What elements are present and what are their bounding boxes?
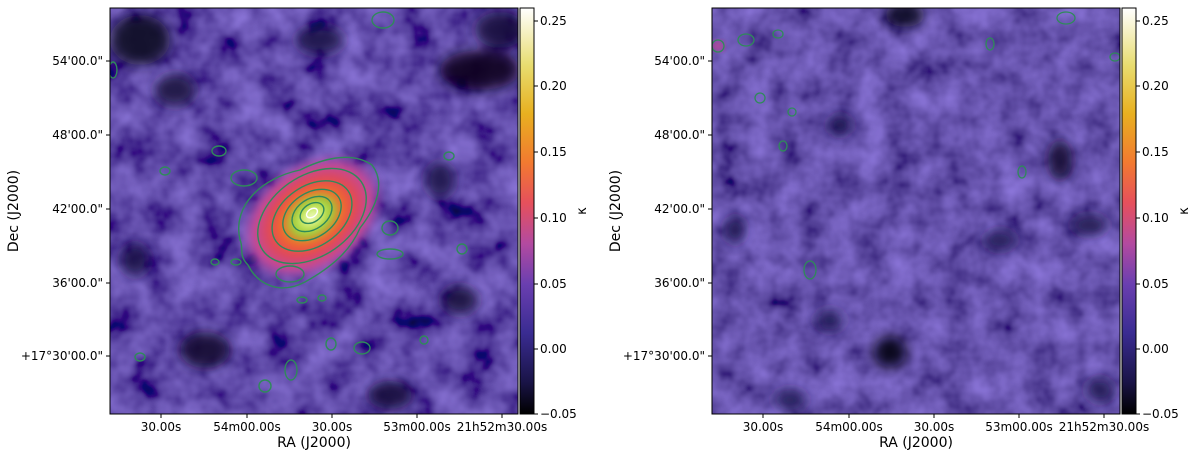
left-ytick-label: 48'00.0": [52, 128, 103, 142]
right-colorbar-tick: 0.05: [1142, 277, 1169, 291]
left-panel: 30.00s 54m00.00s 30.00s 53m00.00s 21h52m…: [6, 7, 590, 451]
right-xtick-marks: [762, 414, 1105, 418]
left-ytick-label: 42'00.0": [52, 202, 103, 216]
left-ytick-label: +17°30'00.0": [21, 349, 103, 363]
left-colorbar-tick: 0.05: [540, 277, 567, 291]
right-xtick-label: 53m00.00s: [985, 420, 1053, 434]
left-ytick-label: 36'00.0": [52, 276, 103, 290]
left-colorbar-tick: 0.00: [540, 342, 567, 356]
left-colorbar-tick: −0.05: [540, 407, 577, 421]
contour-lines: [110, 11, 468, 393]
right-xtick-label: 30.00s: [743, 420, 784, 434]
right-colorbar-tick: 0.10: [1142, 211, 1169, 225]
right-xtick-label: 30.00s: [914, 420, 955, 434]
left-colorbar-tick: 0.15: [540, 145, 567, 159]
right-colorbar: 0.25 0.20 0.15 0.10 0.05 0.00 −0.05 κ: [1121, 7, 1192, 421]
left-colorbar: 0.25 0.20 0.15 0.10 0.05 0.00 −0.05 κ: [519, 7, 590, 421]
right-colorbar-tick: 0.20: [1142, 79, 1169, 93]
left-colorbar-label: κ: [575, 207, 590, 215]
left-xtick-label: 30.00s: [312, 420, 353, 434]
left-ytick-marks: [106, 60, 110, 357]
right-panel: 30.00s 54m00.00s 30.00s 53m00.00s 21h52m…: [608, 7, 1192, 451]
left-xlabel: RA (J2000): [277, 435, 351, 451]
left-xtick-label: 54m00.00s: [213, 420, 281, 434]
contour-lines: [712, 11, 1120, 280]
left-xtick-marks: [160, 414, 503, 418]
left-xtick-label: 53m00.00s: [383, 420, 451, 434]
right-ytick-label: 36'00.0": [654, 276, 705, 290]
right-colorbar-label: κ: [1177, 207, 1192, 215]
left-plot-frame: [109, 7, 519, 415]
right-ytick-label: +17°30'00.0": [623, 349, 705, 363]
right-ylabel: Dec (J2000): [608, 170, 624, 252]
right-colorbar-tick: 0.15: [1142, 145, 1169, 159]
right-colorbar-tick: 0.00: [1142, 342, 1169, 356]
left-ytick-label: 54'00.0": [52, 54, 103, 68]
left-colorbar-tick: 0.20: [540, 79, 567, 93]
right-map-image: [712, 8, 1120, 414]
right-colorbar-tick: −0.05: [1142, 407, 1179, 421]
right-xlabel: RA (J2000): [879, 435, 953, 451]
left-colorbar-tick: 0.10: [540, 211, 567, 225]
right-colorbar-tick: 0.25: [1142, 14, 1169, 28]
right-plot-frame: [711, 7, 1121, 415]
right-ytick-label: 54'00.0": [654, 54, 705, 68]
right-ytick-label: 48'00.0": [654, 128, 705, 142]
left-xtick-label: 21h52m30.00s: [457, 420, 547, 434]
left-ylabel: Dec (J2000): [6, 170, 22, 252]
right-xtick-label: 21h52m30.00s: [1059, 420, 1149, 434]
left-xtick-label: 30.00s: [141, 420, 182, 434]
left-map-image: [110, 8, 518, 414]
right-ytick-marks: [708, 60, 712, 357]
right-xtick-label: 54m00.00s: [815, 420, 883, 434]
left-colorbar-tick: 0.25: [540, 14, 567, 28]
right-ytick-label: 42'00.0": [654, 202, 705, 216]
